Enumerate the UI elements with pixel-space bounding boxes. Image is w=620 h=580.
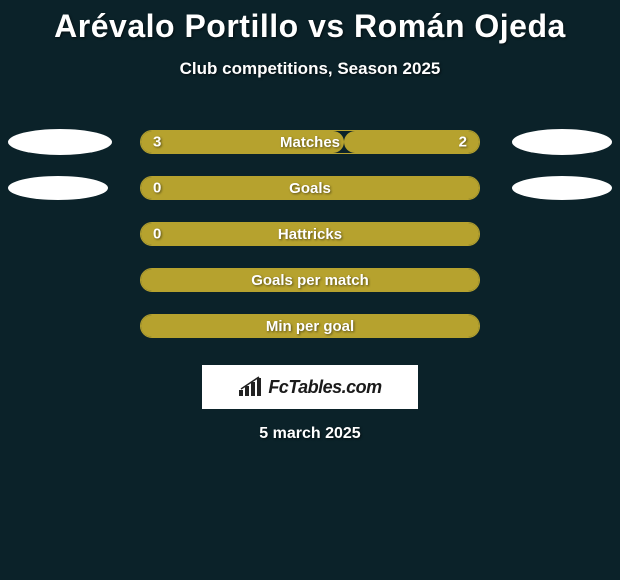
- chart-bars-icon: [238, 376, 264, 398]
- stat-row: Goals per match: [0, 257, 620, 303]
- player-right-ellipse: [512, 176, 612, 200]
- stat-label: Goals: [289, 180, 331, 197]
- stat-value-right: 2: [459, 134, 467, 151]
- stat-bar: 0 Hattricks: [140, 222, 480, 246]
- stat-label: Goals per match: [251, 272, 369, 289]
- stat-label: Matches: [280, 134, 340, 151]
- stat-row: 0 Goals: [0, 165, 620, 211]
- stat-bar: Goals per match: [140, 268, 480, 292]
- subtitle: Club competitions, Season 2025: [0, 59, 620, 79]
- stat-value-left: 0: [153, 226, 161, 243]
- stat-value-left: 3: [153, 134, 161, 151]
- date-text: 5 march 2025: [0, 425, 620, 443]
- stat-bar: 0 Goals: [140, 176, 480, 200]
- stat-value-left: 0: [153, 180, 161, 197]
- stat-bar: Min per goal: [140, 314, 480, 338]
- stat-label: Hattricks: [278, 226, 342, 243]
- player-left-ellipse: [8, 176, 108, 200]
- stat-label: Min per goal: [266, 318, 354, 335]
- stat-rows: 3 2 Matches 0 Goals 0 Hattricks Goals per match…: [0, 119, 620, 349]
- stat-bar: 3 2 Matches: [140, 130, 480, 154]
- brand-box[interactable]: FcTables.com: [202, 365, 418, 409]
- player-left-ellipse: [8, 129, 112, 155]
- page-title: Arévalo Portillo vs Román Ojeda: [0, 0, 620, 45]
- brand-text: FcTables.com: [268, 377, 381, 398]
- stat-row: 3 2 Matches: [0, 119, 620, 165]
- comparison-card: Arévalo Portillo vs Román Ojeda Club com…: [0, 0, 620, 580]
- stat-row: 0 Hattricks: [0, 211, 620, 257]
- player-right-ellipse: [512, 129, 612, 155]
- stat-row: Min per goal: [0, 303, 620, 349]
